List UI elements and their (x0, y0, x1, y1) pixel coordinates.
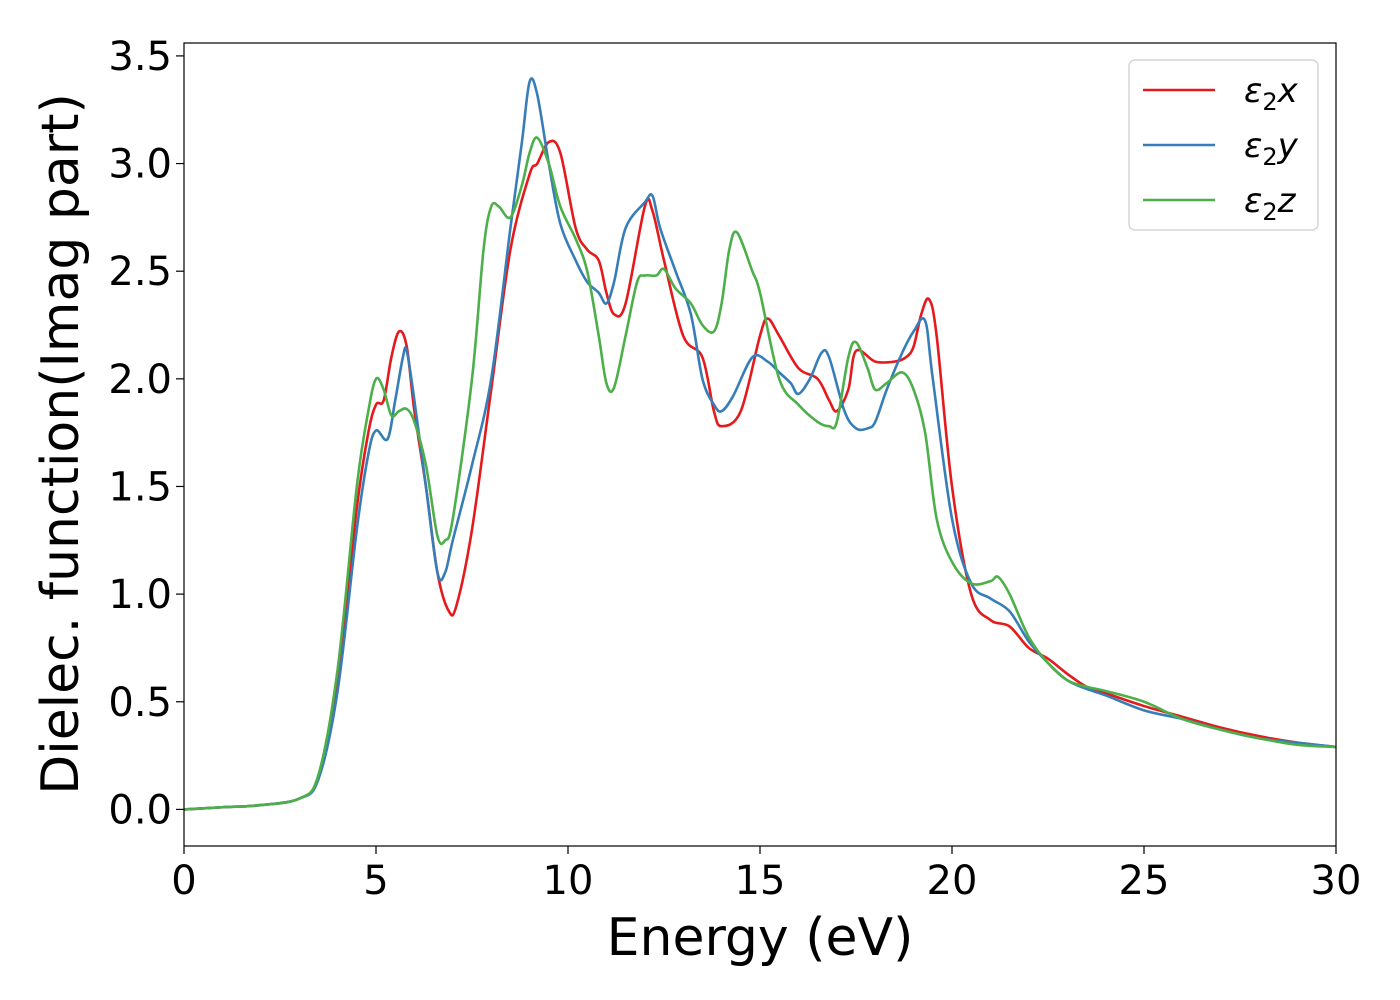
x-tick-label: 5 (363, 858, 388, 904)
y-axis: 0.0 0.5 1.0 1.5 2.0 2.5 3.0 3.5 (108, 34, 184, 833)
x-axis: 0 5 10 15 20 25 30 (171, 846, 1361, 904)
series-line-x (183, 139, 1337, 811)
legend-label-z: ε2z (1244, 181, 1297, 226)
series-line-y (183, 77, 1337, 811)
x-tick-label: 20 (927, 858, 978, 904)
legend-box (1128, 59, 1319, 231)
x-tick-label: 0 (171, 858, 196, 904)
x-tick-label: 10 (543, 858, 594, 904)
y-tick-label: 1.5 (108, 464, 172, 510)
y-tick-label: 0.5 (108, 680, 172, 726)
y-tick-label: 1.0 (108, 572, 172, 618)
y-tick-label: 0.0 (108, 787, 172, 833)
y-tick-label: 3.0 (108, 142, 172, 188)
y-tick-label: 2.5 (108, 249, 172, 295)
legend-label-y: ε2y (1244, 126, 1299, 171)
x-tick-label: 25 (1119, 858, 1170, 904)
series-line-z (183, 136, 1337, 811)
x-tick-label: 15 (735, 858, 786, 904)
y-axis-title: Dielec. function(Imag part) (31, 93, 91, 795)
x-axis-title: Energy (eV) (607, 908, 914, 968)
x-tick-label: 30 (1311, 858, 1362, 904)
series-layer (183, 77, 1337, 811)
y-tick-label: 3.5 (108, 34, 172, 80)
y-tick-label: 2.0 (108, 357, 172, 403)
legend: ε2x ε2y ε2z (1128, 59, 1319, 231)
legend-label-x: ε2x (1244, 71, 1299, 116)
